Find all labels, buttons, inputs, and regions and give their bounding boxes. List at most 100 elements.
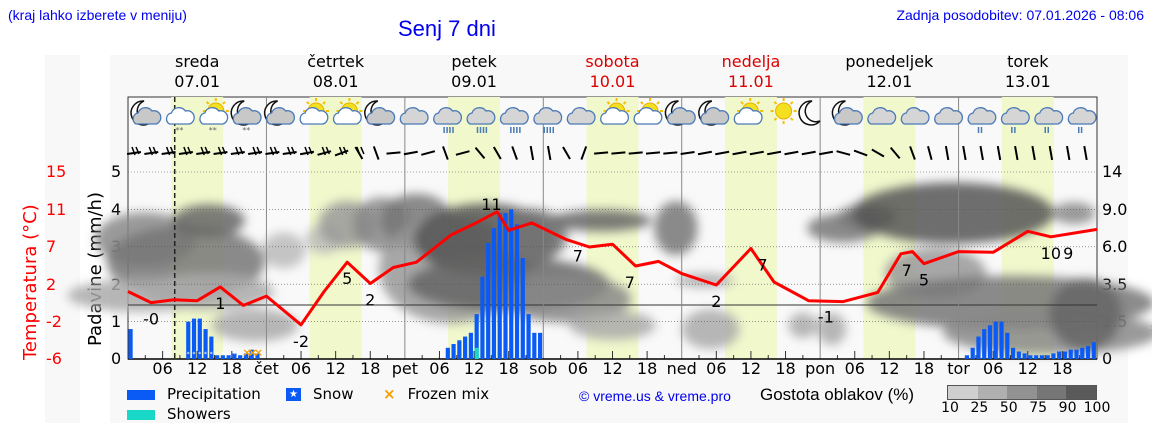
cloud-height-tick: 9.0 xyxy=(1102,200,1128,219)
svg-text:*: * xyxy=(227,351,230,358)
wind-barbs-row xyxy=(126,145,1088,161)
cloud-height-tick: 0 xyxy=(1102,349,1113,368)
precip-tick: 5 xyxy=(111,162,122,181)
cloud-density-tick: 10 xyxy=(941,400,959,416)
cloud-icon xyxy=(867,107,897,125)
day-date: 07.01 xyxy=(174,72,221,91)
precip-tick: 1 xyxy=(111,312,122,331)
sun-cloud-icon xyxy=(600,98,630,125)
svg-text:7: 7 xyxy=(902,261,912,280)
moon-icon xyxy=(798,100,821,126)
cloud-density-tick: 75 xyxy=(1029,400,1048,416)
x-tick-label: 06 xyxy=(290,359,312,378)
x-tick-label: 18 xyxy=(913,359,935,378)
moon-cloud-icon xyxy=(130,100,162,126)
svg-text:×: × xyxy=(242,346,251,359)
x-tick-label: pet xyxy=(391,359,418,378)
cloud-density-tick: 100 xyxy=(1083,400,1111,416)
svg-text:9: 9 xyxy=(1063,244,1073,263)
day-label-5: ponedeljek 12.01 xyxy=(819,52,959,92)
sun-cloud-icon xyxy=(332,98,363,125)
svg-text:*: * xyxy=(250,351,253,358)
legend-precipitation: Precipitation xyxy=(127,385,261,403)
cloud-density-tick: 50 xyxy=(999,400,1018,416)
cloud-icon xyxy=(399,107,429,125)
svg-text:IIII: IIII xyxy=(443,126,455,135)
sun-cloud-icon xyxy=(633,98,663,125)
svg-text:7: 7 xyxy=(573,247,583,266)
svg-text:IIII: IIII xyxy=(543,126,555,135)
day-label-0: sreda 07.01 xyxy=(127,52,267,92)
svg-text:*: * xyxy=(256,351,259,358)
cloud-rain-icon: IIII xyxy=(433,107,463,135)
x-tick-label: 12 xyxy=(740,359,762,378)
svg-text:7: 7 xyxy=(757,256,767,275)
svg-text:7: 7 xyxy=(625,273,635,292)
svg-text:2: 2 xyxy=(711,292,721,311)
svg-text:II: II xyxy=(977,126,983,135)
cloud-density-tick: 90 xyxy=(1058,400,1077,416)
svg-text:1: 1 xyxy=(215,294,225,313)
cloud-rain-icon: IIII xyxy=(533,107,563,135)
x-tick-label: 12 xyxy=(325,359,346,378)
precipitation-bars: * * * * * * * * * * * * *××× xyxy=(128,209,1096,359)
cloud-snow-icon: ** xyxy=(165,107,195,135)
gridlines xyxy=(128,97,1097,360)
sun-cloud-icon xyxy=(299,98,329,125)
x-tick-label: 18 xyxy=(1052,359,1073,378)
temp-tick: 11 xyxy=(46,200,67,219)
day-name: sreda xyxy=(175,52,220,71)
day-label-1: četrtek 08.01 xyxy=(266,52,406,92)
day-name: nedelja xyxy=(721,52,781,71)
x-tick-label: sob xyxy=(529,359,558,378)
svg-text:2: 2 xyxy=(365,290,375,309)
sun-icon xyxy=(770,98,797,124)
x-tick-label: tor xyxy=(947,359,970,378)
svg-text:*: * xyxy=(233,351,236,358)
day-name: ponedeljek xyxy=(845,52,934,71)
cloud-rain-icon: II xyxy=(967,107,997,135)
x-tick-label: 12 xyxy=(879,359,900,378)
cloud-rain-icon: II xyxy=(1000,107,1030,135)
x-tick-label: 12 xyxy=(1017,359,1038,378)
svg-text:IIII: IIII xyxy=(509,126,521,135)
cloud-icon xyxy=(566,107,596,125)
x-tick-label: 18 xyxy=(498,359,519,378)
moon-cloud-icon xyxy=(364,100,396,126)
moon-cloud-snow-icon: ** xyxy=(230,100,262,135)
svg-text:*: * xyxy=(244,351,247,358)
x-tick-label: 12 xyxy=(463,359,485,378)
day-label-2: petek 09.01 xyxy=(404,52,544,92)
moon-cloud-icon xyxy=(831,100,863,126)
svg-text:II: II xyxy=(1010,126,1016,135)
svg-text:*: * xyxy=(216,351,219,358)
day-label-4: nedelja 11.01 xyxy=(681,52,821,92)
day-date: 09.01 xyxy=(451,72,497,91)
temperature-axis-panel xyxy=(45,55,80,423)
page-title: Senj 7 dni xyxy=(398,16,496,41)
svg-text:IIII: IIII xyxy=(476,126,488,135)
svg-text:II: II xyxy=(1044,126,1050,135)
svg-text:*: * xyxy=(204,351,207,358)
x-tick-label: 12 xyxy=(187,359,208,378)
credit-link[interactable]: © vreme.us & vreme.pro xyxy=(579,388,731,404)
cloud-icon xyxy=(900,107,930,125)
svg-text:-1: -1 xyxy=(818,308,834,327)
svg-text:II: II xyxy=(1077,126,1083,135)
day-label-3: sobota 10.01 xyxy=(543,52,683,92)
legend-snow: ★ Snow xyxy=(286,385,353,403)
x-tick-label: 18 xyxy=(221,359,242,378)
frozen-mix-icon: × xyxy=(383,385,396,403)
svg-text:*: * xyxy=(210,351,213,358)
x-tick-label: čet xyxy=(253,359,279,378)
x-tick-label: 18 xyxy=(775,359,796,378)
precipitation-swatch xyxy=(127,389,155,400)
x-tick-label: 18 xyxy=(360,359,381,378)
day-name: petek xyxy=(451,52,497,71)
x-tick-label: 06 xyxy=(567,359,589,378)
temp-tick: 7 xyxy=(46,237,57,256)
showers-swatch xyxy=(127,409,155,420)
x-tick-label: 06 xyxy=(152,359,173,378)
day-date: 08.01 xyxy=(312,72,359,91)
